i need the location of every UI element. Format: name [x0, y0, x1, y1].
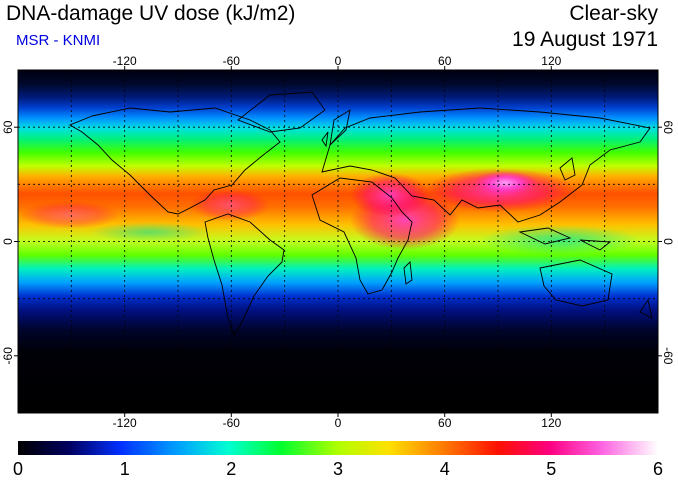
colorbar-label: 1 [120, 459, 130, 479]
colorbar-label: 5 [546, 459, 556, 479]
source-label: MSR - KNMI [16, 32, 101, 49]
colorbar-label: 0 [13, 459, 23, 479]
lon-tick-bottom: 60 [438, 416, 452, 430]
colorbar-label: 3 [333, 459, 343, 479]
lon-tick-bottom: 0 [335, 416, 342, 430]
lon-tick-top: -120 [113, 54, 137, 68]
colorbar-label: 6 [653, 459, 663, 479]
lon-tick-top: -60 [223, 54, 241, 68]
lon-tick-bottom: -120 [113, 416, 137, 430]
lon-tick-bottom: 120 [541, 416, 561, 430]
map-date: 19 August 1971 [512, 28, 658, 51]
lon-tick-bottom: -60 [223, 416, 241, 430]
graticule [18, 70, 658, 413]
lat-tick-right: 60 [661, 121, 675, 135]
sky-condition: Clear-sky [569, 2, 658, 25]
lon-tick-top: 0 [335, 54, 342, 68]
frame-ticks [14, 66, 662, 417]
colorbar-label: 4 [440, 459, 450, 479]
lat-tick-right: 0 [661, 238, 675, 245]
colorbar [18, 441, 658, 455]
lon-tick-top: 60 [438, 54, 452, 68]
lat-tick-left: -60 [1, 347, 15, 365]
lat-tick-left: 60 [1, 120, 15, 134]
colorbar-label: 2 [226, 459, 236, 479]
map-title: DNA-damage UV dose (kJ/m2) [6, 2, 296, 25]
lon-tick-top: 120 [541, 54, 561, 68]
coastlines [68, 91, 653, 338]
lat-tick-left: 0 [1, 238, 15, 245]
lat-tick-right: -60 [661, 347, 675, 365]
